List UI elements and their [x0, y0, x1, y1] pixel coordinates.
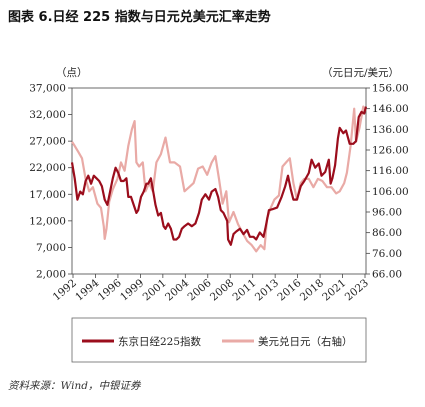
left-tick-label: 12,000 [29, 215, 66, 227]
left-tick-label: 22,000 [29, 162, 66, 174]
right-tick-label: 136.00 [372, 124, 409, 136]
x-tick-label: 2016 [275, 277, 303, 304]
x-tick-label: 2001 [141, 277, 169, 303]
x-tick-label: 2013 [253, 277, 281, 303]
right-tick-label: 126.00 [372, 145, 409, 157]
x-tick-label: 2023 [343, 277, 371, 303]
x-tick-label: 1994 [73, 277, 101, 304]
x-tick-label: 1992 [51, 277, 79, 303]
legend-box [71, 317, 367, 363]
right-tick-label: 106.00 [372, 186, 409, 198]
right-tick-label: 66.00 [372, 269, 402, 281]
x-tick-label: 2004 [163, 277, 191, 304]
x-tick-label: 2011 [230, 277, 258, 303]
legend-label-nikkei: 东京日经225指数 [118, 335, 202, 348]
left-tick-label: 27,000 [29, 136, 66, 148]
right-axis: 66.00 76.00 86.00 96.00 106.00 116.00 126.00 13… [366, 83, 409, 281]
x-tick-label: 1996 [96, 277, 124, 304]
x-tick-label: 2021 [320, 277, 348, 303]
left-tick-label: 2,000 [36, 269, 66, 281]
chart-title: 图表 6.日经 225 指数与日元兑美元汇率走势 [8, 10, 271, 25]
right-tick-label: 156.00 [372, 83, 409, 95]
plot-lines [70, 105, 368, 253]
plot-frame [71, 87, 367, 275]
legend-label-usdjpy: 美元兑日元（右轴） [258, 335, 353, 348]
x-tick-label: 2006 [186, 277, 214, 304]
x-tick-label: 2018 [298, 277, 326, 303]
left-tick-label: 7,000 [36, 242, 66, 254]
right-tick-label: 146.00 [372, 103, 409, 115]
x-axis: 1992199419961999200120042006200820112013… [51, 274, 371, 303]
right-axis-unit: （元日元/美元） [322, 66, 399, 79]
x-tick-label: 2008 [208, 277, 236, 303]
left-tick-label: 17,000 [29, 189, 66, 201]
right-tick-label: 76.00 [372, 248, 402, 260]
right-tick-label: 86.00 [372, 227, 402, 239]
left-axis: 2,000 7,000 12,000 17,000 22,000 27,000 32,000… [29, 83, 72, 281]
x-tick-label: 1999 [118, 277, 146, 303]
source-note: 资料来源：Wind，中银证券 [8, 380, 141, 392]
left-axis-unit: （点） [56, 67, 88, 79]
right-tick-label: 116.00 [372, 165, 409, 177]
nikkei-line [70, 106, 368, 246]
right-tick-label: 96.00 [372, 207, 402, 219]
usdjpy-line [71, 105, 367, 253]
left-tick-label: 37,000 [29, 83, 66, 95]
left-tick-label: 32,000 [29, 109, 66, 121]
